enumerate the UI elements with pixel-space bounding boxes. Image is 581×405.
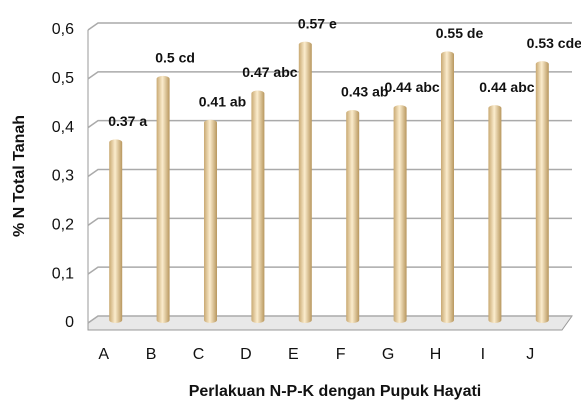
value-label: 0.44 abc: [384, 79, 439, 95]
x-tick-label: J: [526, 346, 534, 363]
bar: [488, 105, 502, 323]
x-tick-label: B: [146, 346, 157, 363]
y-axis-title: % N Total Tanah: [11, 115, 28, 237]
x-tick-label: D: [240, 346, 252, 363]
bar: [204, 119, 217, 324]
y-tick-label: 0,5: [52, 70, 74, 87]
value-label: 0.41 ab: [199, 93, 246, 109]
bar: [535, 61, 549, 323]
bar: [251, 90, 265, 323]
grid-line: [87, 315, 572, 324]
y-tick-label: 0: [65, 314, 74, 331]
value-label: 0.57 e: [298, 15, 337, 31]
bar: [346, 110, 360, 324]
x-tick-label: C: [193, 346, 205, 363]
x-tick-label: G: [382, 346, 394, 363]
grid-line: [87, 217, 572, 226]
x-tick-label: A: [98, 346, 109, 363]
y-tick-label: 0,3: [52, 168, 74, 185]
value-label: 0.37 a: [108, 113, 147, 129]
x-axis-title: Perlakuan N-P-K dengan Pupuk Hayati: [189, 383, 482, 400]
grid-line: [87, 266, 572, 275]
y-tick-label: 0,2: [52, 217, 74, 234]
x-tick-label: I: [481, 346, 485, 363]
x-tick-label: H: [430, 346, 442, 363]
bar: [109, 139, 123, 323]
value-label: 0.55 de: [436, 25, 484, 41]
value-label: 0.47 abc: [242, 64, 297, 80]
y-tick-label: 0,4: [52, 119, 74, 136]
bar: [441, 51, 454, 324]
grid-line: [87, 22, 572, 31]
y-tick-label: 0,6: [52, 21, 74, 38]
grid-line: [87, 71, 572, 80]
value-label: 0.44 abc: [479, 79, 534, 95]
value-label: 0.43 ab: [341, 84, 388, 100]
x-tick-label: F: [336, 346, 346, 363]
bar: [298, 41, 312, 324]
grid-line: [87, 119, 572, 129]
grid-line: [87, 168, 572, 178]
value-label: 0.53 cde: [527, 35, 581, 51]
y-tick-label: 0,1: [52, 265, 74, 282]
value-label: 0.5 cd: [155, 50, 195, 66]
bar: [156, 75, 170, 323]
x-tick-label: E: [288, 346, 299, 363]
bar: [393, 105, 407, 323]
